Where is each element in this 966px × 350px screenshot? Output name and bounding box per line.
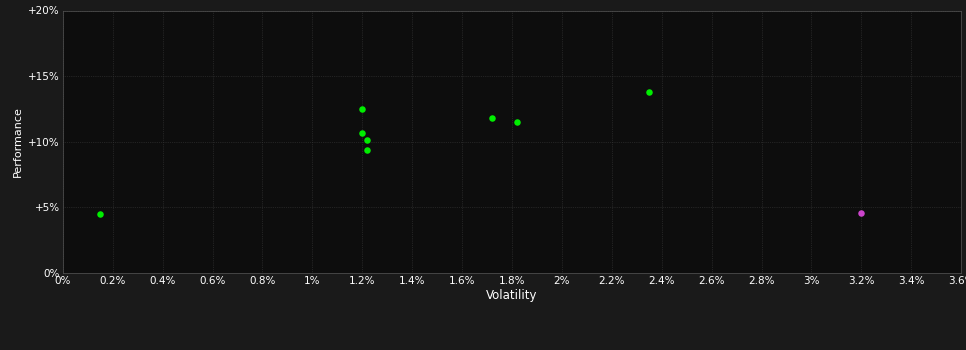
Point (641, 89, 657, 95)
X-axis label: Volatility: Volatility (486, 288, 538, 302)
Y-axis label: Performance: Performance (13, 106, 23, 177)
Point (355, 130, 370, 135)
Point (854, 210, 869, 215)
Point (359, 147, 375, 153)
Point (509, 119, 525, 125)
Point (359, 138, 375, 143)
Point (355, 106, 370, 112)
Point (93, 211, 108, 217)
Point (484, 116, 499, 121)
